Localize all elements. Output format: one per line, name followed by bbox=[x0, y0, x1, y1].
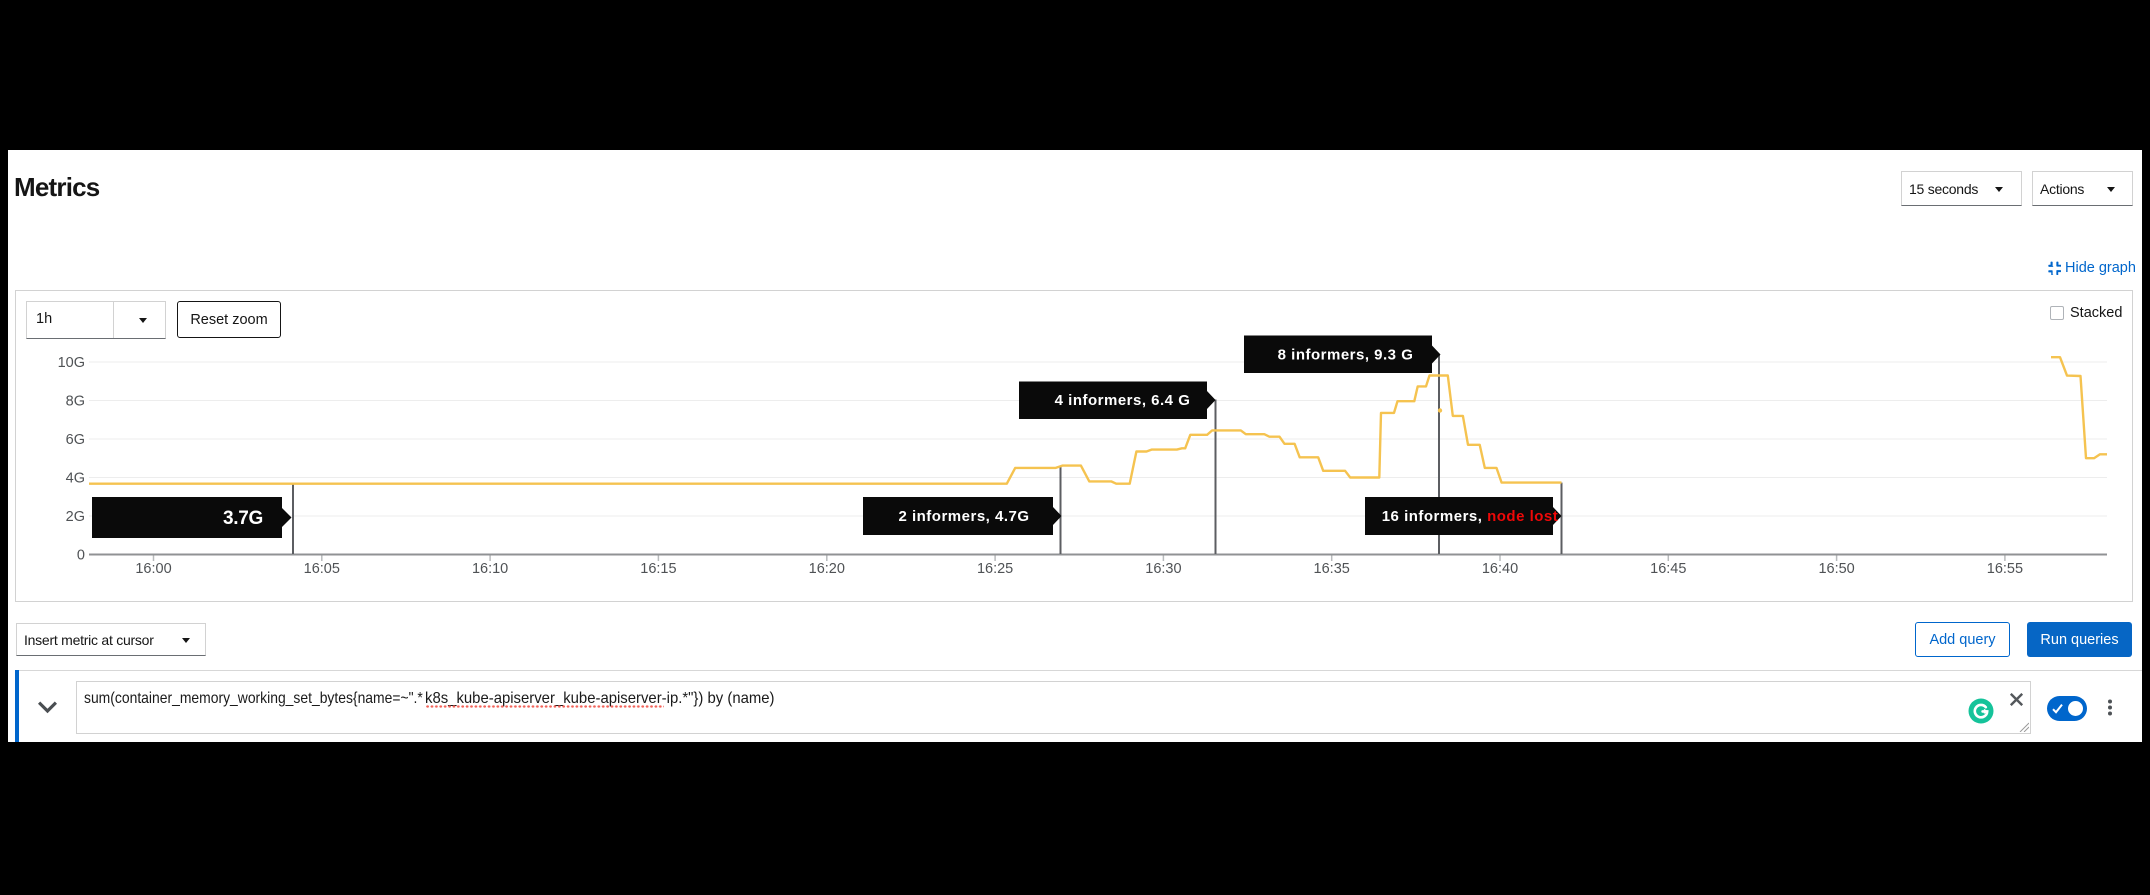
svg-text:16:20: 16:20 bbox=[809, 561, 845, 577]
svg-text:2G: 2G bbox=[66, 509, 85, 525]
svg-text:16 informers, node lost: 16 informers, node lost bbox=[1382, 508, 1559, 525]
svg-text:16:30: 16:30 bbox=[1145, 561, 1181, 577]
svg-text:16:25: 16:25 bbox=[977, 561, 1013, 577]
svg-text:2 informers, 4.7G: 2 informers, 4.7G bbox=[898, 508, 1029, 525]
svg-text:0: 0 bbox=[77, 548, 85, 564]
svg-text:3.7G: 3.7G bbox=[223, 508, 263, 529]
svg-text:16:45: 16:45 bbox=[1650, 561, 1686, 577]
svg-text:10G: 10G bbox=[58, 355, 85, 371]
svg-text:16:15: 16:15 bbox=[640, 561, 676, 577]
svg-text:16:10: 16:10 bbox=[472, 561, 508, 577]
svg-text:8 informers, 9.3 G: 8 informers, 9.3 G bbox=[1278, 347, 1414, 364]
svg-text:4 informers, 6.4 G: 4 informers, 6.4 G bbox=[1055, 392, 1191, 409]
svg-text:6G: 6G bbox=[66, 432, 85, 448]
svg-text:16:05: 16:05 bbox=[304, 561, 340, 577]
svg-text:16:50: 16:50 bbox=[1818, 561, 1854, 577]
svg-text:16:35: 16:35 bbox=[1314, 561, 1350, 577]
svg-text:8G: 8G bbox=[66, 394, 85, 410]
svg-text:4G: 4G bbox=[66, 471, 85, 487]
svg-text:16:55: 16:55 bbox=[1987, 561, 2023, 577]
svg-text:16:40: 16:40 bbox=[1482, 561, 1518, 577]
svg-text:16:00: 16:00 bbox=[135, 561, 171, 577]
